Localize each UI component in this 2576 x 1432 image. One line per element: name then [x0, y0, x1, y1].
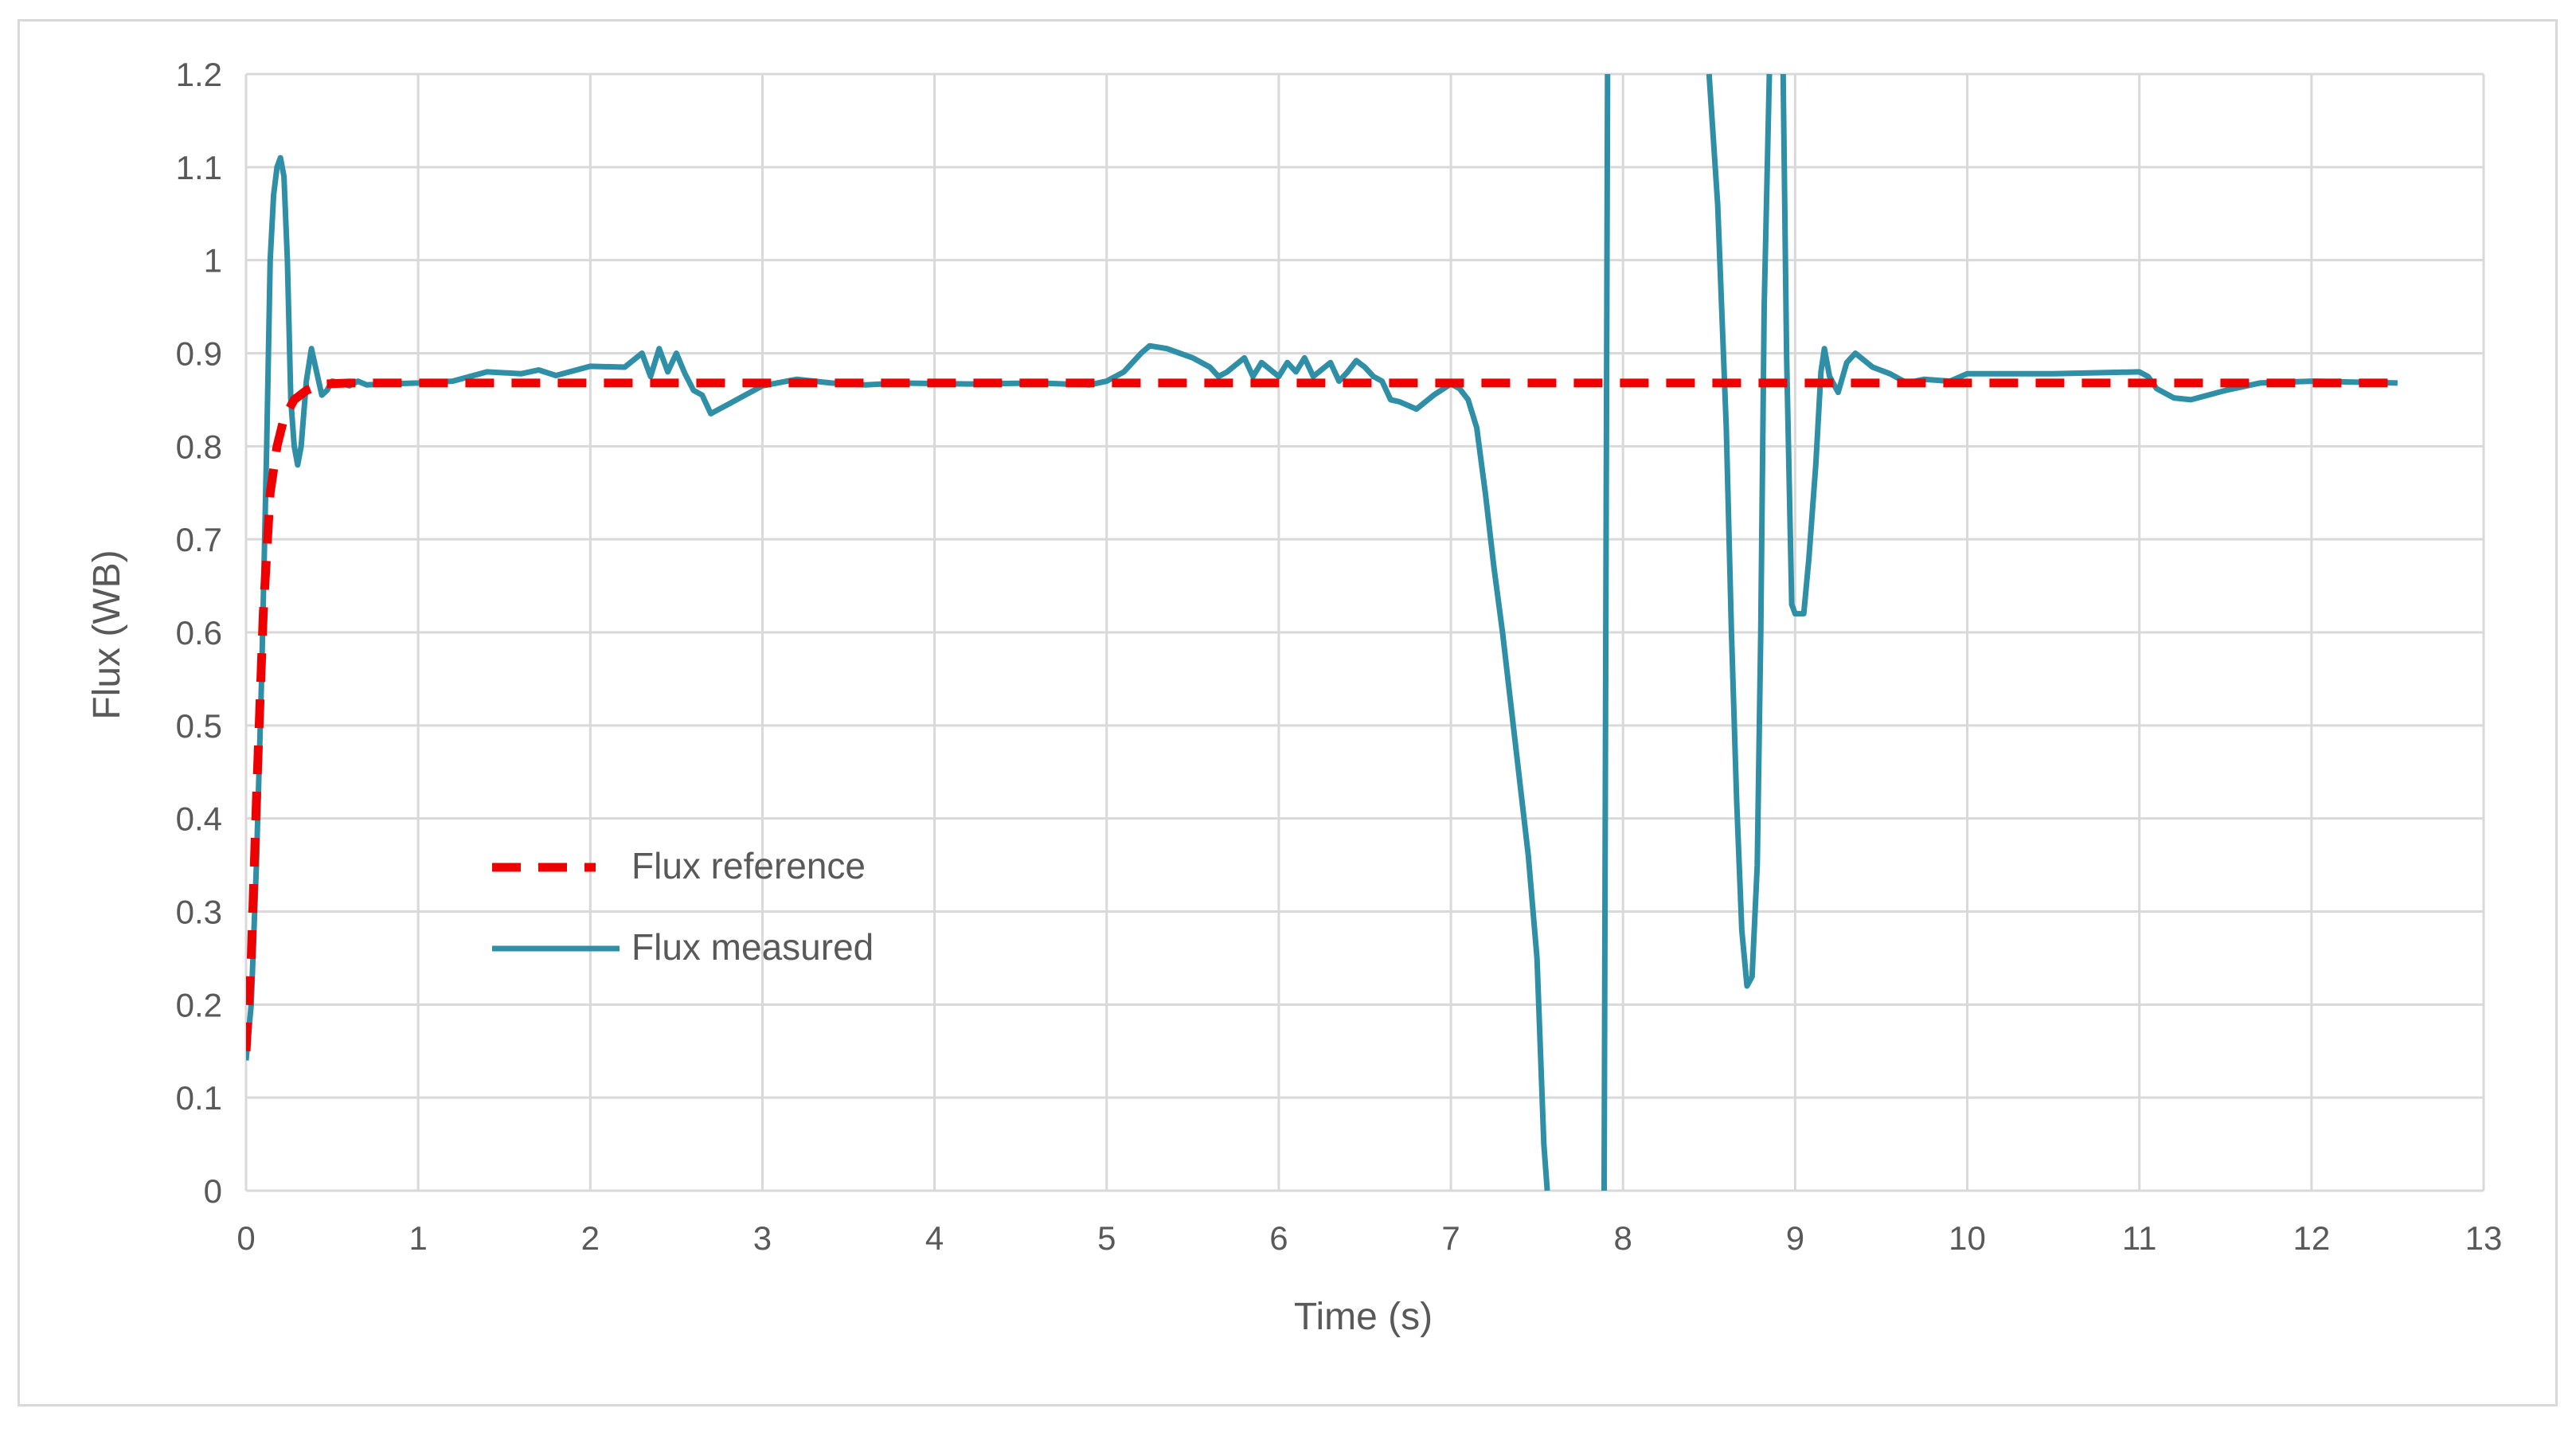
- x-tick-label: 1: [408, 1219, 427, 1257]
- x-tick-label: 5: [1097, 1219, 1116, 1257]
- y-tick-label: 1.1: [176, 149, 222, 186]
- y-tick-label: 0: [204, 1172, 222, 1210]
- y-tick-label: 0.8: [176, 428, 222, 465]
- x-tick-label: 4: [925, 1219, 944, 1257]
- series-layer: [246, 73, 2398, 1191]
- x-tick-label: 12: [2293, 1219, 2330, 1257]
- legend-label-measured: Flux measured: [631, 926, 874, 968]
- y-tick-label: 0.2: [176, 986, 222, 1023]
- x-tick-label: 9: [1786, 1219, 1804, 1257]
- series-line-reference: [246, 378, 2398, 1052]
- y-tick-label: 0.3: [176, 894, 222, 931]
- legend: Flux reference Flux measured: [492, 845, 874, 968]
- x-tick-label: 13: [2465, 1219, 2503, 1257]
- y-tick-label: 0.5: [176, 707, 222, 745]
- x-tick-label: 0: [236, 1219, 255, 1257]
- x-tick-label: 3: [753, 1219, 772, 1257]
- chart-frame: [18, 19, 2558, 1407]
- x-tick-label: 11: [2122, 1219, 2157, 1257]
- series-line-measured: [1780, 73, 2398, 617]
- y-axis-title: Flux (WB): [86, 550, 128, 719]
- y-tick-label: 1.2: [176, 56, 222, 93]
- legend-label-reference: Flux reference: [631, 845, 866, 886]
- grid-layer: [244, 72, 2485, 1192]
- series-line-measured: [246, 155, 1550, 1191]
- y-tick-label: 0.7: [176, 521, 222, 558]
- series-line-measured: [1706, 73, 1773, 989]
- y-tick-label: 0.1: [176, 1079, 222, 1117]
- x-axis-title: Time (s): [1294, 1296, 1433, 1338]
- x-tick-label: 8: [1614, 1219, 1632, 1257]
- series-line-measured: [1601, 73, 1611, 1191]
- x-tick-label: 6: [1269, 1219, 1288, 1257]
- y-tick-label: 0.6: [176, 614, 222, 651]
- x-tick-label: 2: [581, 1219, 600, 1257]
- x-tick-label: 7: [1441, 1219, 1460, 1257]
- y-tick-label: 0.9: [176, 335, 222, 373]
- x-tick-label: 10: [1949, 1219, 1986, 1257]
- axis-layer: 00.10.20.30.40.50.60.70.80.911.11.20 1 2 3 4…: [176, 56, 2503, 1257]
- y-tick-label: 0.4: [176, 800, 222, 838]
- y-tick-label: 1: [204, 242, 222, 280]
